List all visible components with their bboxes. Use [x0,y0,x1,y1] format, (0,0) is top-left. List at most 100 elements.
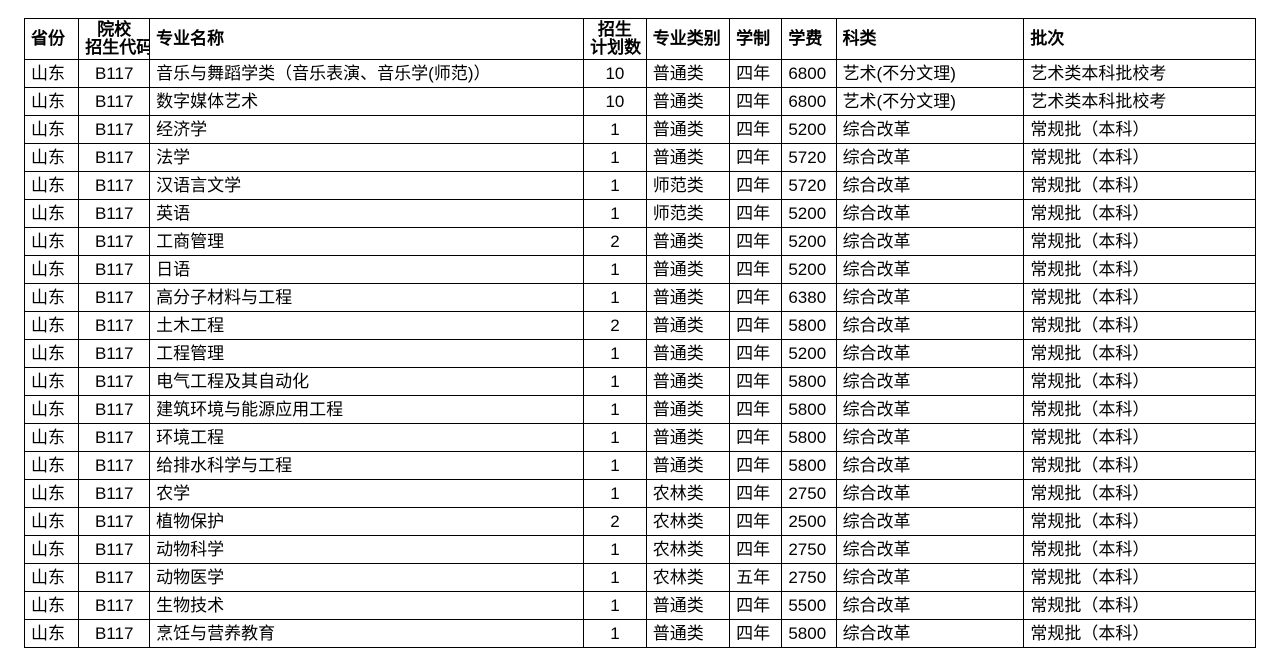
cell-major: 烹饪与营养教育 [150,619,584,647]
table-row: 山东B117数字媒体艺术10普通类四年6800艺术(不分文理)艺术类本科批校考 [25,87,1256,115]
cell-duration: 四年 [730,87,782,115]
cell-subject: 综合改革 [836,591,1024,619]
cell-batch: 艺术类本科批校考 [1024,87,1256,115]
cell-province: 山东 [25,367,79,395]
col-tuition: 学费 [782,19,836,60]
table-row: 山东B117日语1普通类四年5200综合改革常规批（本科） [25,255,1256,283]
cell-school-code: B117 [79,199,150,227]
cell-school-code: B117 [79,283,150,311]
cell-plan: 1 [584,423,647,451]
cell-province: 山东 [25,87,79,115]
cell-tuition: 2500 [782,507,836,535]
cell-batch: 常规批（本科） [1024,619,1256,647]
cell-major: 农学 [150,479,584,507]
cell-province: 山东 [25,143,79,171]
cell-plan: 1 [584,199,647,227]
cell-category: 农林类 [646,535,729,563]
col-province: 省份 [25,19,79,60]
cell-subject: 综合改革 [836,563,1024,591]
cell-tuition: 6800 [782,59,836,87]
cell-subject: 综合改革 [836,171,1024,199]
cell-batch: 常规批（本科） [1024,367,1256,395]
table-row: 山东B117电气工程及其自动化1普通类四年5800综合改革常规批（本科） [25,367,1256,395]
cell-province: 山东 [25,507,79,535]
col-school-code-l1: 院校 [85,21,143,39]
cell-batch: 常规批（本科） [1024,451,1256,479]
cell-category: 普通类 [646,423,729,451]
cell-duration: 四年 [730,59,782,87]
cell-subject: 综合改革 [836,143,1024,171]
cell-category: 普通类 [646,451,729,479]
cell-category: 师范类 [646,171,729,199]
cell-batch: 常规批（本科） [1024,283,1256,311]
cell-plan: 1 [584,143,647,171]
cell-school-code: B117 [79,395,150,423]
col-batch: 批次 [1024,19,1256,60]
cell-tuition: 5800 [782,423,836,451]
cell-tuition: 5800 [782,367,836,395]
cell-batch: 常规批（本科） [1024,227,1256,255]
table-row: 山东B117生物技术1普通类四年5500综合改革常规批（本科） [25,591,1256,619]
table-row: 山东B117音乐与舞蹈学类（音乐表演、音乐学(师范)）10普通类四年6800艺术… [25,59,1256,87]
col-school-code-l2: 招生代码 [85,39,143,57]
cell-subject: 综合改革 [836,367,1024,395]
cell-major: 经济学 [150,115,584,143]
cell-plan: 1 [584,395,647,423]
cell-tuition: 5720 [782,143,836,171]
col-major: 专业名称 [150,19,584,60]
cell-province: 山东 [25,339,79,367]
col-subject: 科类 [836,19,1024,60]
cell-duration: 四年 [730,199,782,227]
cell-major: 音乐与舞蹈学类（音乐表演、音乐学(师范)） [150,59,584,87]
cell-plan: 1 [584,619,647,647]
cell-subject: 综合改革 [836,619,1024,647]
cell-major: 动物科学 [150,535,584,563]
cell-major: 建筑环境与能源应用工程 [150,395,584,423]
cell-plan: 1 [584,171,647,199]
col-school-code: 院校 招生代码 [79,19,150,60]
cell-subject: 艺术(不分文理) [836,59,1024,87]
cell-plan: 1 [584,339,647,367]
cell-category: 普通类 [646,143,729,171]
cell-province: 山东 [25,535,79,563]
table-row: 山东B117高分子材料与工程1普通类四年6380综合改革常规批（本科） [25,283,1256,311]
cell-province: 山东 [25,563,79,591]
cell-category: 普通类 [646,395,729,423]
col-duration: 学制 [730,19,782,60]
cell-major: 数字媒体艺术 [150,87,584,115]
table-row: 山东B117英语1师范类四年5200综合改革常规批（本科） [25,199,1256,227]
cell-province: 山东 [25,591,79,619]
cell-province: 山东 [25,255,79,283]
cell-province: 山东 [25,227,79,255]
cell-subject: 综合改革 [836,535,1024,563]
cell-province: 山东 [25,311,79,339]
cell-school-code: B117 [79,143,150,171]
cell-major: 工程管理 [150,339,584,367]
cell-school-code: B117 [79,479,150,507]
cell-school-code: B117 [79,115,150,143]
cell-tuition: 5500 [782,591,836,619]
cell-school-code: B117 [79,507,150,535]
table-row: 山东B117土木工程2普通类四年5800综合改革常规批（本科） [25,311,1256,339]
cell-plan: 2 [584,227,647,255]
table-row: 山东B117植物保护2农林类四年2500综合改革常规批（本科） [25,507,1256,535]
cell-plan: 2 [584,507,647,535]
cell-tuition: 6800 [782,87,836,115]
cell-plan: 1 [584,479,647,507]
cell-duration: 四年 [730,591,782,619]
cell-category: 普通类 [646,115,729,143]
cell-duration: 四年 [730,395,782,423]
cell-duration: 四年 [730,227,782,255]
cell-school-code: B117 [79,87,150,115]
cell-school-code: B117 [79,591,150,619]
cell-province: 山东 [25,115,79,143]
cell-duration: 四年 [730,423,782,451]
cell-major: 英语 [150,199,584,227]
cell-province: 山东 [25,395,79,423]
cell-batch: 常规批（本科） [1024,423,1256,451]
cell-duration: 五年 [730,563,782,591]
cell-school-code: B117 [79,423,150,451]
cell-subject: 艺术(不分文理) [836,87,1024,115]
cell-subject: 综合改革 [836,227,1024,255]
cell-plan: 10 [584,59,647,87]
